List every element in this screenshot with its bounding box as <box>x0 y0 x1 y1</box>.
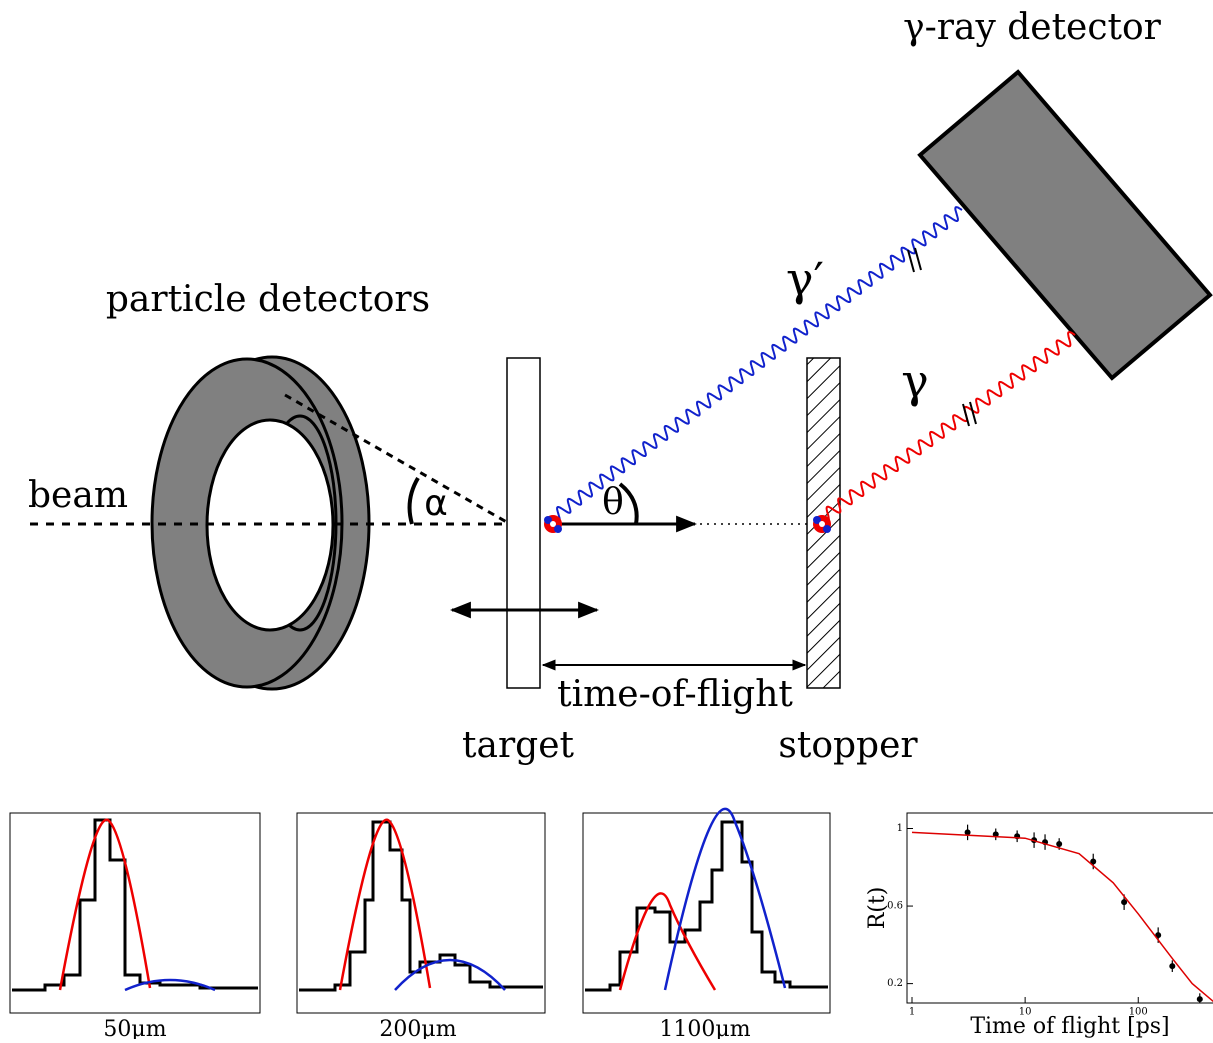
data-point <box>1056 841 1062 847</box>
spectrum-panel <box>10 813 260 1013</box>
gamma-wave <box>822 332 1075 521</box>
spectrum-panel <box>297 813 545 1013</box>
label: beam <box>28 475 128 516</box>
label: particle detectors <box>106 279 430 320</box>
label: θ <box>602 482 624 523</box>
spectrum-label: 50μm <box>103 1017 166 1039</box>
label: time-of-flight <box>557 674 793 715</box>
break-mark <box>915 248 921 270</box>
data-point <box>1169 963 1175 969</box>
label: γ-ray detector <box>903 7 1162 48</box>
diagram: γ-ray detector particle detectors beam α… <box>0 0 1213 1039</box>
x-axis-label: Time of flight [ps] <box>970 1014 1169 1039</box>
x-tick-label: 1 <box>909 1007 915 1018</box>
y-tick-label: 0.2 <box>887 978 903 989</box>
y-tick-label: 0.6 <box>887 901 903 912</box>
spectrum-label: 200μm <box>379 1017 456 1039</box>
gamma-detector <box>920 72 1210 378</box>
x-tick-label: 100 <box>1129 1007 1148 1018</box>
spectrum-label: 1100μm <box>659 1017 750 1039</box>
x-tick-label: 10 <box>1019 1007 1032 1018</box>
label: stopper <box>778 725 918 766</box>
data-point <box>1209 1006 1213 1012</box>
label: target <box>462 725 574 766</box>
y-tick-label: 1 <box>897 823 903 834</box>
plot-area <box>912 825 1213 1015</box>
data-point <box>1197 996 1203 1002</box>
label: α <box>424 483 448 524</box>
spectrum-panel <box>583 809 830 1013</box>
alpha-arc <box>410 478 418 524</box>
target-foil <box>507 358 540 688</box>
fit-line <box>912 832 1213 1008</box>
label: γ′ <box>786 252 824 306</box>
label: γ <box>901 354 929 408</box>
